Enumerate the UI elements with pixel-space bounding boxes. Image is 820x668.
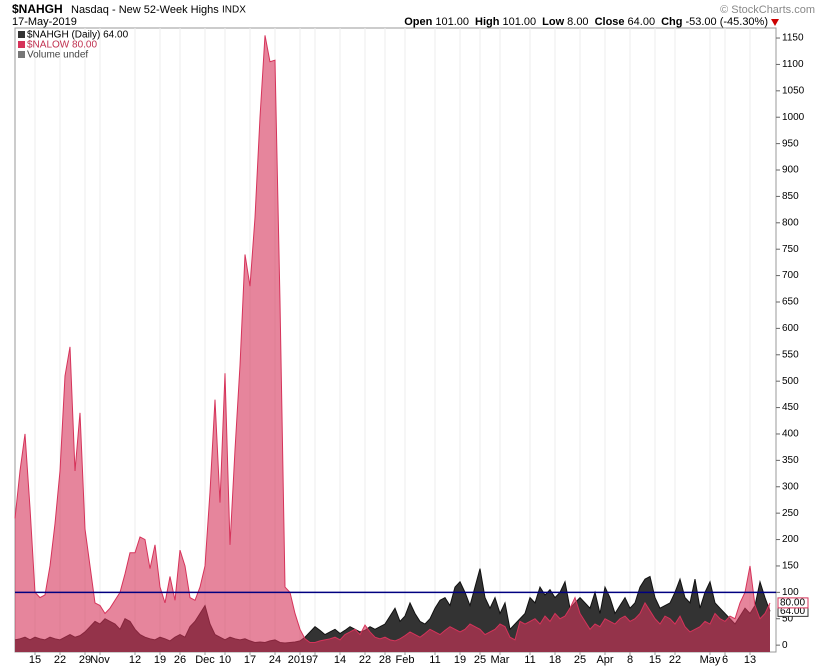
area-line (14, 35, 771, 643)
legend-entry: $NALOW 80.00 (27, 40, 97, 51)
x-tick-label: 10 (219, 654, 231, 666)
y-tick-label: 350 (782, 455, 799, 466)
x-tick-label: 18 (549, 654, 561, 666)
y-tick-label: 1100 (782, 59, 804, 70)
quote-value: 64.00 (628, 16, 656, 28)
down-arrow (771, 19, 779, 26)
y-tick-label: 250 (782, 508, 799, 519)
quote-label: Open (404, 16, 432, 28)
y-tick-label: 900 (782, 165, 799, 176)
y-tick-label: 500 (782, 376, 799, 387)
legend-entry: $NAHGH (Daily) 64.00 (27, 30, 129, 41)
y-tick-label: 600 (782, 323, 799, 334)
x-tick-label: 17 (244, 654, 256, 666)
quote-value: -53.00 (-45.30%) (685, 16, 768, 28)
y-tick-label: 0 (782, 640, 788, 651)
x-tick-label: 8 (627, 654, 633, 666)
legend-swatch (18, 31, 25, 38)
y-tick-label: 700 (782, 270, 799, 281)
date: 17-May-2019 (12, 16, 77, 28)
quote-label: Close (595, 16, 625, 28)
x-tick-label: 19 (454, 654, 466, 666)
x-tick-label: 2019 (288, 654, 312, 666)
x-tick-label: 26 (174, 654, 186, 666)
x-tick-label: 15 (29, 654, 41, 666)
symbol-name: Nasdaq - New 52-Week Highs (71, 4, 219, 16)
symbol: $NAHGH (12, 2, 63, 16)
quote-value: 101.00 (502, 16, 536, 28)
last-value-box (777, 597, 809, 609)
y-tick-label: 1150 (782, 33, 804, 44)
y-tick-label: 1050 (782, 85, 805, 96)
x-tick-label: 25 (474, 654, 486, 666)
quote-value: 101.00 (435, 16, 469, 28)
y-tick-label: 550 (782, 349, 799, 360)
last-value-label: 80.00 (780, 598, 805, 609)
x-tick-label: 13 (744, 654, 756, 666)
x-tick-label: 11 (429, 654, 440, 666)
x-tick-label: 11 (524, 654, 535, 666)
x-tick-label: Dec (195, 654, 215, 666)
x-tick-label: Apr (596, 654, 613, 666)
y-tick-label: 800 (782, 217, 799, 228)
x-tick-label: 14 (334, 654, 346, 666)
quote: Open 101.00 High 101.00 Low 8.00 Close 64.00 Chg… (404, 16, 768, 28)
y-tick-label: 750 (782, 244, 799, 255)
exchange: INDX (222, 5, 246, 16)
y-tick-label: 1000 (782, 112, 805, 123)
x-tick-label: 22 (54, 654, 66, 666)
y-tick-label: 950 (782, 138, 799, 149)
legend-swatch (18, 41, 25, 48)
y-tick-label: 150 (782, 561, 799, 572)
x-tick-label: Nov (90, 654, 110, 666)
quote-label: Low (542, 16, 564, 28)
credit: © StockCharts.com (720, 4, 815, 16)
x-tick-label: 25 (574, 654, 586, 666)
y-tick-label: 450 (782, 402, 799, 413)
x-tick-label: 12 (129, 654, 141, 666)
x-tick-label: Feb (396, 654, 415, 666)
y-tick-label: 850 (782, 191, 799, 202)
legend-swatch (18, 51, 25, 58)
x-tick-label: 19 (154, 654, 166, 666)
last-value-label: 64.00 (780, 606, 805, 617)
x-tick-label: 15 (649, 654, 661, 666)
x-tick-label: Mar (491, 654, 510, 666)
y-tick-label: 50 (782, 613, 794, 624)
y-tick-label: 400 (782, 429, 799, 440)
x-tick-label: 7 (312, 654, 318, 666)
area (15, 35, 770, 652)
x-tick-label: May (700, 654, 721, 666)
legend-entry: Volume undef (27, 50, 88, 61)
y-tick-label: 100 (782, 587, 799, 598)
x-tick-label: 22 (669, 654, 681, 666)
x-tick-label: 28 (379, 654, 391, 666)
x-tick-label: 24 (269, 654, 281, 666)
quote-label: Chg (661, 16, 682, 28)
y-tick-label: 650 (782, 297, 799, 308)
y-tick-label: 300 (782, 481, 799, 492)
quote-value: 8.00 (567, 16, 588, 28)
y-tick-label: 200 (782, 534, 799, 545)
x-tick-label: 29 (79, 654, 91, 666)
quote-label: High (475, 16, 500, 28)
x-tick-label: 22 (359, 654, 371, 666)
x-tick-label: 6 (722, 654, 728, 666)
